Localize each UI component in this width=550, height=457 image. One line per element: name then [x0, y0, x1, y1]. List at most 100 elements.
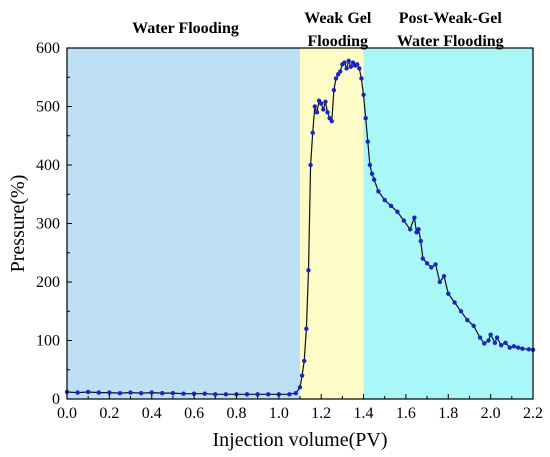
data-point	[318, 101, 324, 106]
y-tick-label-0: 0	[52, 391, 60, 408]
data-point	[494, 335, 500, 340]
data-point	[181, 391, 186, 396]
data-point	[344, 66, 349, 71]
data-point	[407, 227, 413, 232]
series-layer	[64, 58, 536, 397]
x-tick-label-8: 1.6	[396, 405, 416, 422]
data-point	[346, 58, 351, 64]
data-point	[446, 291, 451, 296]
data-point	[266, 392, 271, 397]
phase-label-2-line-1: Water Flooding	[397, 33, 504, 50]
data-point	[107, 390, 112, 395]
data-point	[441, 273, 447, 279]
data-point	[363, 116, 368, 121]
y-tick-label-1: 100	[36, 333, 60, 350]
data-point	[299, 373, 305, 378]
y-tick-label-5: 500	[36, 99, 60, 116]
data-point	[293, 390, 298, 396]
phase-label-1-line-0: Weak Gel	[304, 10, 372, 27]
data-point	[499, 342, 504, 348]
data-point	[401, 218, 406, 223]
data-point	[371, 177, 377, 182]
phase-labels: Water Flooding Weak Gel Flooding Post-Weak-…	[132, 10, 504, 50]
data-point	[458, 309, 464, 314]
data-point	[323, 99, 328, 105]
data-point	[244, 392, 250, 397]
data-point	[471, 323, 476, 329]
data-point	[465, 317, 470, 323]
data-point	[149, 390, 154, 395]
y-tick-label-2: 200	[36, 274, 60, 291]
x-tick-label-7: 1.4	[354, 405, 374, 422]
data-point	[418, 238, 423, 244]
data-point	[367, 162, 373, 168]
region-2	[363, 48, 533, 399]
data-point	[511, 344, 517, 349]
data-point	[333, 76, 339, 81]
data-point	[96, 390, 101, 395]
data-point	[515, 345, 521, 350]
data-point	[412, 215, 417, 220]
data-point	[85, 389, 91, 395]
x-tick-label-5: 1.0	[269, 405, 289, 422]
data-point	[202, 391, 207, 396]
data-point	[486, 338, 491, 343]
data-point	[302, 358, 307, 364]
region-0	[67, 48, 300, 399]
data-point	[304, 326, 309, 331]
data-point	[287, 392, 292, 397]
data-point	[170, 390, 176, 396]
data-point	[482, 341, 487, 346]
data-point	[223, 392, 229, 397]
data-point	[376, 189, 381, 194]
y-tick-label-3: 300	[36, 216, 60, 233]
data-point	[213, 392, 218, 397]
data-point	[369, 171, 375, 176]
data-point	[507, 345, 512, 350]
data-point	[342, 60, 347, 65]
data-point	[354, 62, 360, 67]
y-axis-title: Pressure(%)	[7, 175, 29, 273]
data-point	[382, 197, 387, 203]
data-point	[306, 268, 311, 273]
data-point	[433, 262, 438, 267]
x-tick-label-0: 0.0	[57, 405, 77, 422]
data-point	[361, 92, 366, 98]
data-point	[488, 332, 493, 337]
x-tick-label-6: 1.2	[311, 405, 331, 422]
data-point	[331, 87, 337, 93]
data-point	[117, 390, 123, 396]
phase-label-1-line-1: Flooding	[308, 33, 368, 50]
data-point	[359, 76, 364, 81]
data-point	[310, 130, 315, 136]
data-point	[297, 385, 303, 390]
data-point	[338, 69, 343, 74]
data-point	[420, 256, 426, 261]
data-point	[416, 227, 421, 232]
data-point	[191, 391, 197, 396]
data-point	[75, 390, 80, 395]
data-point	[452, 300, 457, 305]
series-0-line	[66, 58, 534, 395]
data-point	[520, 346, 525, 351]
data-point	[395, 209, 400, 214]
phase-label-0-line-0: Water Flooding	[132, 20, 239, 37]
data-point	[128, 390, 133, 395]
x-tick-label-1: 0.2	[99, 405, 119, 422]
data-point	[138, 390, 144, 396]
phase-label-2-line-0: Post-Weak-Gel	[399, 10, 503, 27]
data-point	[477, 335, 483, 340]
data-point	[160, 390, 165, 396]
data-point	[312, 104, 318, 109]
data-point	[314, 110, 320, 115]
x-axis-title: Injection volume(PV)	[213, 429, 388, 451]
x-tick-label-3: 0.6	[184, 405, 204, 422]
data-point	[357, 66, 362, 71]
y-tick-label-4: 400	[36, 157, 60, 174]
data-point	[388, 203, 394, 209]
data-point	[365, 139, 370, 144]
data-point	[329, 118, 334, 124]
data-point	[348, 64, 354, 69]
x-tick-label-2: 0.4	[142, 405, 162, 422]
